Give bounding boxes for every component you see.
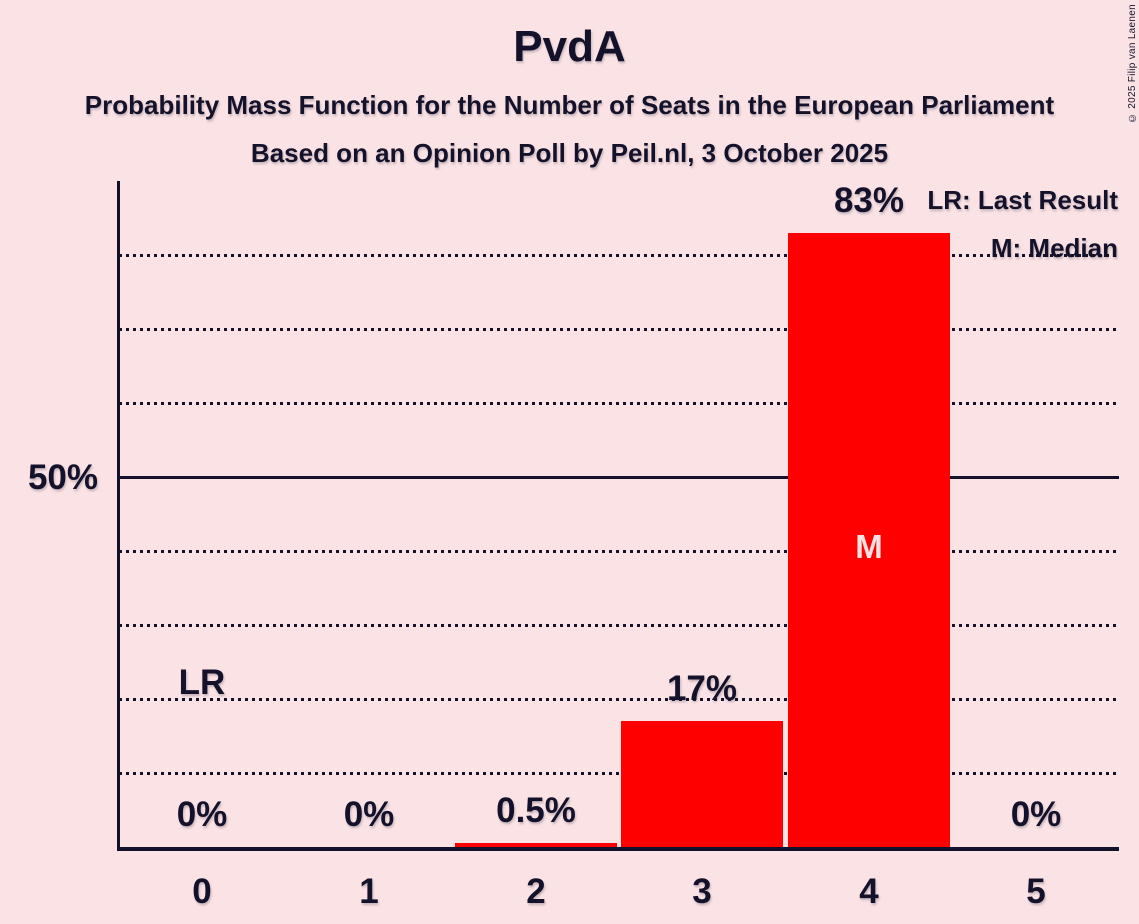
legend-median: M: Median	[990, 233, 1118, 263]
copyright-notice: © 2025 Filip van Laenen	[1127, 4, 1138, 124]
x-tick-1: 1	[359, 872, 379, 911]
gridline-30pct	[119, 624, 1119, 627]
gridline-60pct	[119, 402, 1119, 405]
gridline-50pct-solid	[119, 476, 1119, 479]
median-label: M	[855, 528, 883, 565]
page-title: PvdA	[513, 22, 626, 71]
bar-label-seat-0: 0%	[176, 795, 228, 834]
bar-label-seat-5: 0%	[1010, 795, 1062, 834]
gridline-10pct	[119, 772, 1119, 775]
x-tick-4: 4	[859, 872, 879, 911]
bar-seat-2	[455, 843, 617, 847]
x-tick-0: 0	[192, 872, 212, 911]
legend-last-result: LR: Last Result	[927, 185, 1118, 215]
x-tick-5: 5	[1026, 872, 1046, 911]
bar-label-seat-3: 17%	[666, 669, 738, 708]
bar-label-seat-2: 0.5%	[496, 791, 576, 830]
gridline-80pct	[119, 254, 1119, 257]
bar-seat-3	[621, 721, 783, 847]
x-axis-line	[117, 847, 1119, 851]
gridline-70pct	[119, 328, 1119, 331]
chart-subtitle-line2: Based on an Opinion Poll by Peil.nl, 3 O…	[250, 138, 889, 168]
gridline-40pct	[119, 550, 1119, 553]
chart-subtitle-line1: Probability Mass Function for the Number…	[84, 90, 1055, 120]
gridline-20pct	[119, 698, 1119, 701]
x-tick-2: 2	[526, 872, 546, 911]
bar-label-seat-1: 0%	[343, 795, 395, 834]
bar-label-seat-4: 83%	[833, 181, 905, 220]
bar-seat-4	[788, 233, 950, 847]
y-axis-50pct-label: 50%	[27, 458, 98, 497]
x-tick-3: 3	[692, 872, 712, 911]
last-result-label: LR	[178, 663, 226, 702]
y-axis-line	[117, 181, 120, 851]
